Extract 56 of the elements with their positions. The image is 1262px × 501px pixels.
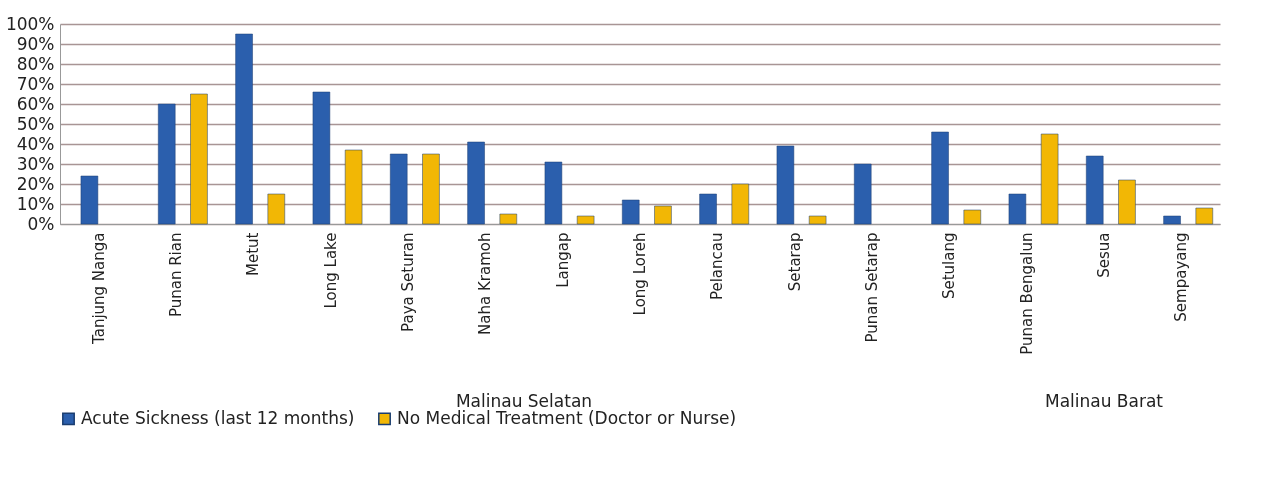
bar: [931, 131, 949, 225]
x-tick-label: Naha Kramoh: [476, 232, 495, 335]
bar: [1008, 193, 1027, 225]
y-tick-label: 20%: [16, 173, 55, 194]
x-tick-label: Langap: [553, 232, 572, 288]
x-tick-label: Tanjung Nanga: [89, 232, 108, 345]
x-tick-label: Punan Rian: [167, 232, 185, 318]
x-tick-label: Paya Seturan: [399, 232, 417, 332]
bar: [158, 103, 176, 225]
bar: [1086, 155, 1104, 225]
y-tick-label: 30%: [16, 153, 55, 174]
bar: [267, 193, 285, 225]
y-tick-label: 0%: [27, 213, 55, 234]
bar: [467, 141, 485, 225]
x-tick-label: Pelancau: [708, 232, 727, 301]
bar: [1163, 215, 1181, 225]
bar: [854, 163, 872, 225]
y-tick-label: 80%: [16, 53, 55, 74]
bar: [80, 175, 99, 225]
x-tick-label: Sesua: [1095, 232, 1113, 278]
text: Malinau Barat: [1044, 391, 1164, 411]
x-tick-label: Punan Bengalun: [1017, 232, 1036, 355]
x-tick-label: Long Loreh: [631, 232, 649, 316]
bar: [190, 93, 208, 225]
x-tick-label: Long Lake: [321, 232, 340, 309]
y-tick-label: 10%: [16, 193, 55, 214]
bar: [699, 193, 717, 225]
bar: [422, 153, 440, 225]
bar: [390, 153, 408, 225]
bar: [312, 91, 331, 225]
x-tick-label: Setulang: [940, 232, 959, 300]
y-tick-label: 40%: [16, 133, 55, 154]
y-tick-label: 60%: [16, 93, 55, 114]
bar: [654, 205, 672, 225]
bar: [544, 161, 563, 225]
y-tick-label: 90%: [16, 33, 55, 54]
bar: [963, 209, 981, 225]
bar: [731, 183, 749, 225]
bar: [1195, 207, 1213, 225]
bar: [344, 149, 363, 225]
bar: [576, 215, 595, 225]
bar: [1118, 179, 1136, 225]
y-tick-label: 50%: [16, 113, 55, 134]
bar: [1040, 133, 1059, 225]
x-tick-label: Metut: [244, 232, 263, 276]
x-tick-label: Punan Setarap: [863, 232, 881, 343]
x-tick-label: Setarap: [785, 232, 804, 292]
y-tick-label: 70%: [16, 73, 55, 94]
y-tick-label: 100%: [5, 13, 55, 34]
bar: [499, 213, 517, 225]
bar: [235, 33, 253, 225]
legend-label: Acute Sickness (last 12 months): [81, 407, 355, 428]
bar: [776, 145, 795, 225]
bar: [622, 199, 640, 225]
x-tick-label: Sempayang: [1172, 232, 1191, 322]
bar: [808, 215, 827, 225]
